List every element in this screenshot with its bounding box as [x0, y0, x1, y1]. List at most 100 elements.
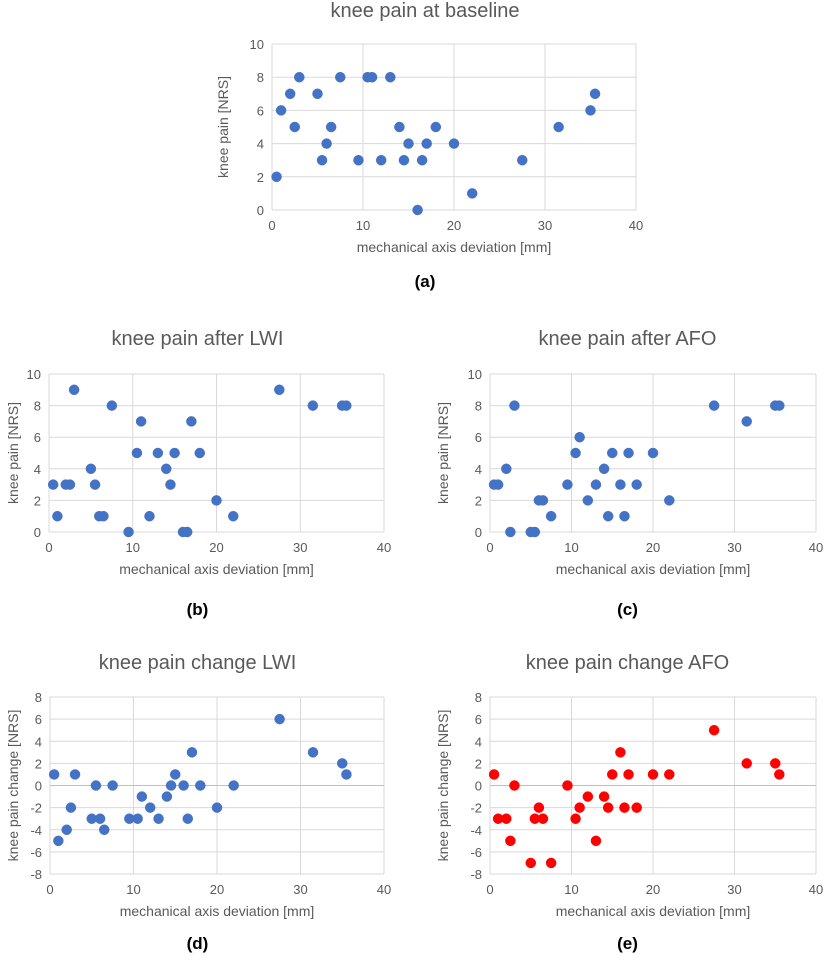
- x-tick-label: 10: [126, 882, 140, 897]
- data-point: [598, 791, 610, 802]
- data-point: [545, 857, 557, 869]
- chart-title: knee pain after AFO: [538, 328, 717, 350]
- data-point: [517, 154, 528, 166]
- data-point: [602, 510, 614, 522]
- x-tick-label: 0: [268, 218, 275, 233]
- data-point: [631, 802, 642, 813]
- data-point: [132, 813, 143, 824]
- x-tick-label: 0: [486, 882, 493, 897]
- data-point: [271, 171, 282, 183]
- y-tick-label: -2: [470, 801, 482, 816]
- data-point: [289, 121, 300, 133]
- data-point: [65, 802, 77, 813]
- y-tick-label: -8: [30, 867, 42, 882]
- x-tick-label: 40: [629, 218, 643, 233]
- data-point: [598, 463, 610, 475]
- data-point: [106, 400, 118, 411]
- data-point: [488, 769, 500, 780]
- data-point: [144, 510, 155, 522]
- data-point: [161, 463, 172, 475]
- data-point: [98, 510, 109, 522]
- y-tick-label: 8: [475, 399, 482, 414]
- data-point: [607, 447, 618, 459]
- data-point: [211, 802, 223, 813]
- data-point: [708, 400, 720, 411]
- chart-panel-d: knee pain change LWI -8 -6 -4 -2 0 2 4 6 8 0 10 20 3…: [0, 652, 395, 957]
- data-point: [274, 713, 285, 725]
- data-point: [316, 154, 328, 166]
- data-point: [53, 835, 64, 847]
- data-point: [194, 447, 205, 459]
- data-point: [68, 384, 80, 396]
- data-point: [325, 121, 337, 133]
- data-point: [529, 526, 541, 538]
- y-tick-label: 0: [35, 779, 42, 794]
- x-axis-label: mechanical axis deviation [mm]: [556, 561, 751, 577]
- data-point: [430, 121, 442, 133]
- data-point: [394, 121, 405, 133]
- data-point: [505, 835, 516, 847]
- x-axis-label: mechanical axis deviation [mm]: [357, 239, 552, 255]
- x-tick-label: 20: [646, 882, 660, 897]
- data-point: [553, 121, 564, 133]
- x-tick-label: 30: [538, 218, 552, 233]
- data-point: [182, 813, 194, 824]
- panel-label: (a): [414, 272, 436, 291]
- data-point: [165, 780, 177, 791]
- data-point: [165, 479, 176, 490]
- data-point: [375, 154, 387, 166]
- x-tick-label: 20: [646, 540, 660, 555]
- data-point: [228, 510, 239, 522]
- y-tick-label: 2: [34, 493, 41, 508]
- data-point: [647, 447, 659, 459]
- y-tick-label: 0: [257, 203, 264, 218]
- data-point: [562, 479, 573, 490]
- y-tick-label: -6: [30, 845, 42, 860]
- data-point: [341, 400, 352, 411]
- x-tick-label: 0: [46, 882, 53, 897]
- data-point: [228, 780, 239, 791]
- data-point: [64, 479, 76, 490]
- x-axis-label: mechanical axis deviation [mm]: [119, 561, 314, 577]
- data-point: [619, 510, 630, 522]
- chart-panel-b: knee pain after LWI 0 2 4 6 8 10 0 10 20 30 40 mech…: [0, 328, 395, 626]
- data-point: [466, 188, 478, 199]
- y-tick-label: 0: [475, 779, 482, 794]
- x-tick-label: 20: [209, 540, 223, 555]
- data-point: [170, 769, 181, 780]
- y-tick-label: 6: [257, 103, 264, 118]
- data-point: [416, 154, 428, 166]
- data-point: [398, 154, 410, 166]
- y-axis-label: knee pain change [NRS]: [435, 710, 451, 862]
- data-point: [615, 479, 626, 490]
- data-point: [284, 88, 296, 100]
- data-point: [186, 416, 197, 427]
- x-tick-label: 30: [727, 540, 741, 555]
- data-point: [412, 204, 423, 216]
- data-point: [562, 780, 573, 791]
- data-point: [770, 758, 781, 769]
- panel-label: (b): [186, 600, 209, 619]
- x-tick-label: 20: [447, 218, 461, 233]
- y-tick-label: -4: [30, 823, 42, 838]
- y-tick-label: 10: [250, 37, 264, 52]
- y-tick-label: 4: [35, 734, 42, 749]
- x-tick-label: 30: [293, 882, 307, 897]
- data-point: [275, 105, 287, 116]
- chart-panel-a: knee pain at baseline 0 2 4 6 8 10 0 10 20 30 40 me…: [210, 0, 643, 300]
- data-point: [708, 724, 720, 736]
- y-tick-label: -2: [30, 801, 42, 816]
- data-point: [52, 510, 63, 522]
- data-point: [545, 510, 557, 522]
- data-point: [337, 758, 348, 769]
- data-point: [631, 479, 642, 490]
- chart-title: knee pain after LWI: [111, 328, 284, 350]
- data-point: [89, 479, 101, 490]
- y-tick-label: 6: [475, 712, 482, 727]
- data-point: [47, 479, 59, 490]
- y-tick-label: -4: [470, 823, 482, 838]
- data-point: [619, 802, 630, 813]
- x-axis-label: mechanical axis deviation [mm]: [556, 903, 751, 919]
- data-point: [509, 780, 520, 791]
- scatter-plot-a: 0 2 4 6 8 10 0 10 20 30 40 mechanical axis deviatio…: [215, 37, 643, 255]
